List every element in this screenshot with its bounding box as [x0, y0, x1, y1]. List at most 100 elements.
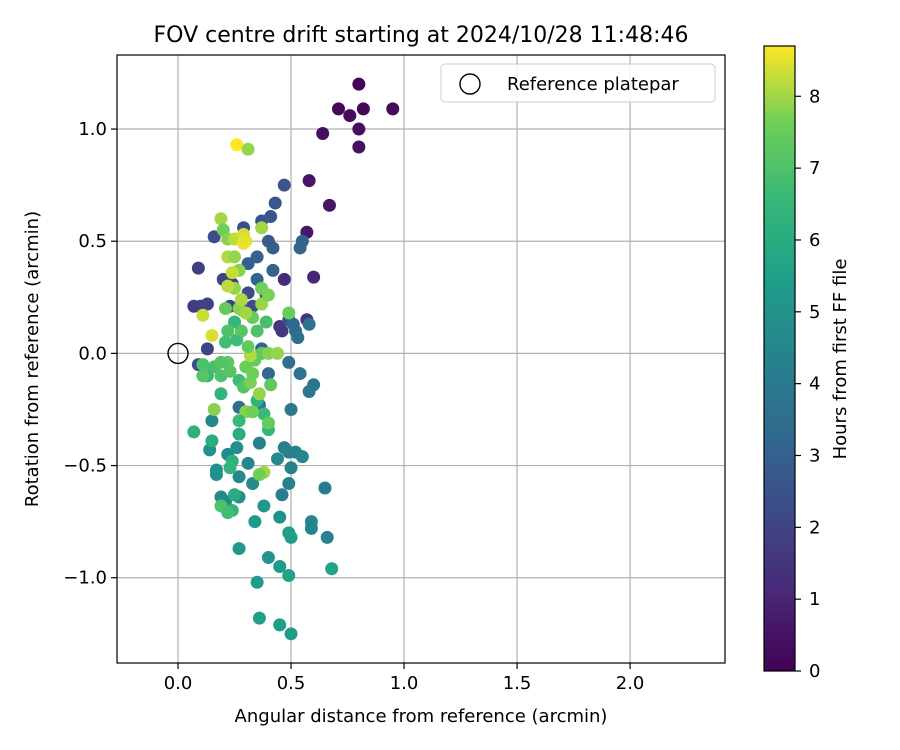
data-point: [255, 221, 269, 235]
data-point: [277, 272, 291, 286]
data-point: [225, 266, 239, 280]
data-point: [302, 385, 316, 399]
data-point: [304, 521, 318, 535]
x-tick-label: 1.5: [503, 673, 532, 694]
data-point: [232, 542, 246, 556]
y-axis-ticks: −1.0 −0.5 0.0 0.5 1.0: [63, 119, 117, 589]
data-point: [228, 488, 242, 502]
data-point: [386, 102, 400, 116]
data-point: [252, 468, 266, 482]
data-point: [241, 257, 255, 271]
data-point: [252, 387, 266, 401]
data-point: [277, 178, 291, 192]
colorbar: 0 1 2 3 4 5 6 7 8 Hours from first FF file: [763, 45, 851, 682]
colorbar-tick-label: 3: [809, 445, 820, 466]
data-point: [223, 364, 237, 378]
colorbar-tick-label: 2: [809, 517, 820, 538]
data-point: [320, 530, 334, 544]
data-point: [352, 77, 366, 91]
reference-platepar-marker: [167, 342, 189, 365]
data-point: [246, 477, 260, 491]
x-tick-label: 0.5: [277, 673, 306, 694]
data-point: [230, 138, 244, 152]
x-tick-label: 1.0: [390, 673, 419, 694]
data-point: [246, 405, 260, 419]
data-point: [250, 250, 264, 264]
data-point: [261, 346, 275, 360]
data-point: [284, 530, 298, 544]
data-point: [261, 551, 275, 565]
data-point: [221, 506, 235, 520]
data-point: [268, 196, 282, 210]
data-point: [291, 331, 305, 345]
data-point: [318, 481, 332, 495]
data-point: [228, 250, 242, 264]
data-point: [241, 142, 255, 156]
data-point: [282, 355, 296, 369]
colorbar-tick-label: 1: [809, 589, 820, 610]
data-point: [293, 367, 307, 381]
data-point: [248, 515, 262, 529]
legend-open-circle-icon: [459, 73, 481, 95]
data-point: [232, 414, 246, 428]
data-point: [352, 140, 366, 154]
data-point: [266, 263, 280, 277]
data-point: [295, 450, 309, 464]
data-point: [232, 427, 246, 441]
plot-frame: [116, 54, 726, 664]
colorbar-tick-label: 7: [809, 158, 820, 179]
data-point: [250, 575, 264, 589]
data-point: [261, 416, 275, 430]
data-point: [239, 234, 253, 248]
data-point: [191, 261, 205, 275]
data-point: [200, 297, 214, 311]
data-point: [234, 293, 248, 307]
data-point: [282, 569, 296, 583]
x-axis-ticks: 0.0 0.5 1.0 1.5 2.0: [164, 663, 644, 694]
data-point: [214, 212, 228, 226]
data-point: [250, 324, 264, 338]
data-point: [284, 402, 298, 416]
data-point: [259, 315, 273, 329]
data-point: [322, 198, 336, 212]
data-point: [205, 328, 219, 342]
data-point: [273, 560, 287, 574]
data-point: [264, 210, 278, 224]
data-point: [205, 414, 219, 428]
data-point: [325, 562, 339, 576]
data-point: [241, 456, 255, 470]
data-point: [218, 335, 232, 349]
data-point: [284, 627, 298, 641]
data-point: [207, 402, 221, 416]
x-axis-label: Angular distance from reference (arcmin): [235, 706, 608, 727]
legend-entry-label: Reference platepar: [507, 74, 679, 95]
data-point: [196, 308, 210, 322]
data-point: [284, 461, 298, 475]
legend: Reference platepar: [440, 63, 716, 103]
data-point: [293, 241, 307, 255]
data-point: [218, 302, 232, 316]
colorbar-tick-label: 6: [809, 230, 820, 251]
colorbar-gradient: [763, 45, 796, 672]
data-point: [230, 441, 244, 455]
data-point: [273, 510, 287, 524]
data-point: [275, 488, 289, 502]
data-point: [270, 346, 284, 360]
data-point: [207, 230, 221, 244]
y-tick-label: −1.0: [63, 568, 107, 589]
data-point: [223, 461, 237, 475]
colorbar-tick-label: 5: [809, 302, 820, 323]
data-point: [200, 342, 214, 356]
y-tick-label: 0.5: [78, 231, 107, 252]
data-point: [261, 367, 275, 381]
legend-box: [440, 63, 716, 103]
data-point: [266, 241, 280, 255]
data-point: [273, 618, 287, 632]
data-point: [261, 288, 275, 302]
data-point: [356, 102, 370, 116]
data-point: [241, 340, 255, 354]
colorbar-ticks: 0 1 2 3 4 5 6 7 8: [795, 86, 820, 682]
y-tick-label: −0.5: [63, 456, 107, 477]
data-point: [270, 452, 284, 466]
